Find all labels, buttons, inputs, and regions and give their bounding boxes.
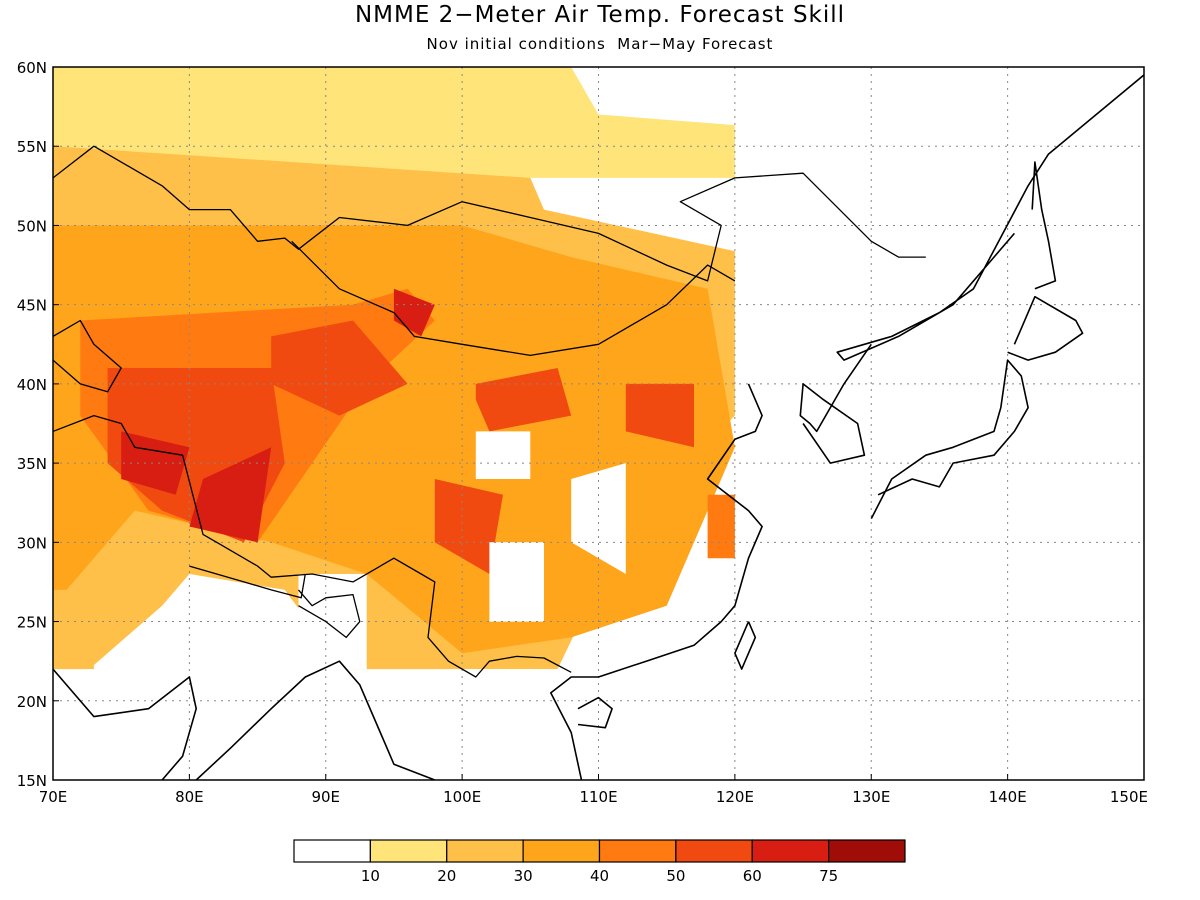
country-border xyxy=(291,240,736,357)
skill-region-8 xyxy=(625,383,694,448)
lon-tick-label: 90E xyxy=(311,788,340,806)
country-border xyxy=(53,414,572,678)
no-skill-region-4 xyxy=(462,669,667,780)
coastline xyxy=(195,660,436,780)
legend-swatch xyxy=(598,839,677,863)
lon-tick-label: 120E xyxy=(716,788,754,806)
legend-swatch xyxy=(828,839,906,863)
latitude-axis: 60N 55N 50N 45N 40N 35N 30N 25N 20N 15N xyxy=(17,59,59,790)
lat-tick-label: 60N xyxy=(17,59,47,77)
legend-swatch xyxy=(751,839,830,863)
map-subtitle: Nov initial conditions Mar−May Forecast xyxy=(427,35,774,53)
no-skill-areas xyxy=(53,82,1144,780)
skill-region-11 xyxy=(189,447,272,543)
skill-region-7 xyxy=(434,479,503,574)
coastline xyxy=(434,383,763,780)
skill-region-6 xyxy=(475,368,572,432)
lon-tick-label: 150E xyxy=(1110,788,1148,806)
legend-swatch xyxy=(522,839,601,863)
lat-tick-label: 20N xyxy=(17,693,47,711)
legend-label: 10 xyxy=(361,867,380,885)
legend-label: 75 xyxy=(819,867,838,885)
lon-tick-label: 100E xyxy=(443,788,481,806)
lon-tick-label: 130E xyxy=(852,788,890,806)
legend-swatch xyxy=(675,839,753,863)
no-skill-region-1 xyxy=(571,463,626,574)
coastline xyxy=(1007,295,1084,361)
no-skill-region-5 xyxy=(53,669,463,780)
coastline xyxy=(734,621,757,670)
coastline xyxy=(577,696,613,729)
coastline xyxy=(836,74,1144,361)
lat-tick-label: 25N xyxy=(17,614,47,632)
legend-swatch xyxy=(293,839,371,863)
skill-region-15 xyxy=(53,589,94,670)
lon-tick-label: 80E xyxy=(175,788,204,806)
legend-label: 50 xyxy=(666,867,685,885)
lon-tick-label: 70E xyxy=(39,788,68,806)
skill-region-0 xyxy=(53,67,804,178)
lat-tick-label: 15N xyxy=(17,772,47,790)
lat-tick-label: 55N xyxy=(17,138,47,156)
lat-tick-label: 45N xyxy=(17,297,47,315)
coastline xyxy=(870,359,1029,519)
lat-tick-label: 35N xyxy=(17,455,47,473)
geography-lines xyxy=(53,74,1144,780)
lon-tick-label: 110E xyxy=(579,788,617,806)
legend-swatch xyxy=(446,839,524,863)
skill-region-5 xyxy=(271,320,408,416)
color-legend: 10 20 30 40 50 60 75 xyxy=(293,839,906,885)
no-skill-region-0 xyxy=(475,431,531,479)
no-skill-region-3 xyxy=(734,82,1144,780)
map-title: NMME 2−Meter Air Temp. Forecast Skill xyxy=(355,2,845,28)
lat-tick-label: 50N xyxy=(17,217,47,235)
country-border xyxy=(298,589,361,639)
legend-label: 40 xyxy=(590,867,609,885)
lon-tick-label: 140E xyxy=(989,788,1027,806)
legend-label: 30 xyxy=(514,867,533,885)
coastline xyxy=(1031,161,1057,290)
country-border xyxy=(53,319,122,393)
no-skill-region-6 xyxy=(298,574,367,670)
lat-tick-label: 40N xyxy=(17,376,47,394)
legend-label: 60 xyxy=(743,867,762,885)
legend-label: 20 xyxy=(437,867,456,885)
lat-tick-label: 30N xyxy=(17,534,47,552)
legend-swatch xyxy=(369,839,448,863)
coastline xyxy=(53,668,197,780)
no-skill-region-2 xyxy=(489,542,544,622)
longitude-axis: 70E 80E 90E 100E 110E 120E 130E 140E 150E xyxy=(39,774,1148,806)
country-border xyxy=(53,145,926,282)
coastline xyxy=(799,343,872,464)
